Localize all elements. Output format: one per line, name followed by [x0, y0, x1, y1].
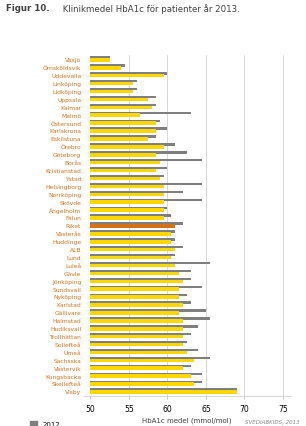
Bar — [90, 217, 163, 220]
Bar — [90, 168, 167, 170]
Text: Figur 10.: Figur 10. — [6, 4, 50, 13]
Bar — [90, 136, 156, 138]
Bar — [90, 223, 183, 225]
Bar — [90, 343, 183, 346]
Bar — [90, 320, 183, 323]
Bar — [90, 272, 179, 276]
Bar — [90, 177, 160, 181]
Bar — [90, 225, 175, 228]
Bar — [90, 303, 183, 307]
Bar — [90, 296, 179, 299]
Bar — [90, 286, 202, 288]
Bar — [90, 128, 167, 130]
Bar — [90, 327, 183, 331]
Bar — [90, 288, 179, 291]
Bar — [90, 97, 156, 99]
Bar — [90, 231, 175, 233]
Bar — [90, 185, 163, 189]
Bar — [90, 310, 206, 312]
Bar — [90, 160, 202, 162]
Bar — [90, 199, 202, 201]
Bar — [90, 170, 156, 173]
Bar — [90, 114, 140, 118]
Bar — [90, 389, 237, 391]
Bar — [90, 381, 202, 383]
Bar — [90, 154, 156, 157]
Bar — [90, 130, 156, 133]
X-axis label: HbA1c medel (mmol/mol): HbA1c medel (mmol/mol) — [142, 417, 231, 423]
Bar — [90, 383, 194, 386]
Bar — [90, 215, 171, 217]
Bar — [90, 367, 183, 370]
Bar — [90, 239, 175, 241]
Bar — [90, 59, 110, 63]
Bar — [90, 152, 187, 154]
Bar — [90, 247, 183, 249]
Bar — [90, 104, 156, 107]
Bar — [90, 374, 191, 378]
Bar — [90, 144, 175, 147]
Bar — [90, 112, 191, 115]
Bar — [90, 57, 110, 60]
Bar — [90, 333, 191, 336]
Bar — [90, 233, 171, 236]
Bar — [90, 191, 183, 194]
Bar — [90, 357, 210, 360]
Bar — [90, 73, 167, 75]
Legend: 2012: 2012 — [30, 421, 60, 426]
Bar — [90, 120, 160, 123]
Bar — [90, 359, 194, 362]
Bar — [90, 365, 191, 367]
Bar — [90, 67, 121, 70]
Bar — [90, 302, 191, 304]
Bar — [90, 161, 160, 165]
Bar — [90, 138, 148, 141]
Bar — [90, 325, 198, 328]
Bar — [90, 317, 210, 320]
Bar — [90, 209, 163, 213]
Bar — [90, 90, 133, 94]
Bar — [90, 264, 175, 268]
Bar — [90, 106, 152, 110]
Bar — [90, 98, 148, 102]
Bar — [90, 176, 163, 178]
Bar — [90, 280, 183, 283]
Bar — [90, 270, 191, 273]
Bar — [90, 201, 163, 204]
Bar — [90, 240, 171, 244]
Text: SVEDIABKIDS, 2013: SVEDIABKIDS, 2013 — [245, 419, 300, 424]
Bar — [90, 254, 175, 257]
Bar — [90, 248, 175, 252]
Bar — [90, 122, 156, 126]
Bar — [90, 256, 171, 260]
Bar — [90, 184, 202, 186]
Bar — [90, 349, 198, 351]
Bar — [90, 207, 167, 210]
Bar — [90, 278, 191, 280]
Bar — [90, 294, 187, 296]
Text: Klinikmedel HbA1c för patienter år 2013.: Klinikmedel HbA1c för patienter år 2013. — [61, 4, 240, 14]
Bar — [90, 65, 125, 67]
Bar — [90, 81, 136, 83]
Bar — [90, 193, 163, 197]
Bar — [90, 341, 187, 343]
Bar — [90, 146, 163, 149]
Bar — [90, 89, 136, 91]
Bar — [90, 335, 183, 339]
Bar — [90, 351, 187, 354]
Bar — [90, 262, 210, 265]
Bar — [90, 83, 133, 86]
Bar — [90, 311, 179, 315]
Bar — [90, 373, 202, 375]
Bar — [90, 75, 163, 78]
Bar — [90, 390, 237, 394]
